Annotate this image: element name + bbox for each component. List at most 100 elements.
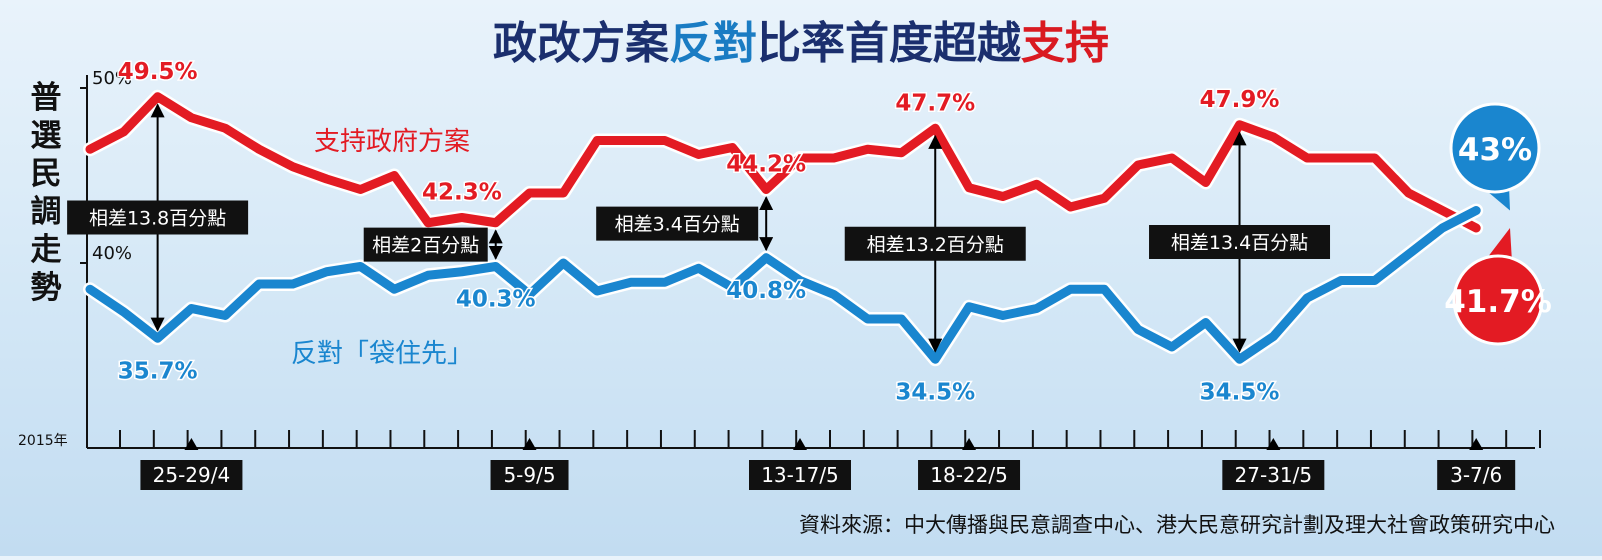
data-point — [1305, 156, 1309, 160]
data-point — [1068, 205, 1072, 209]
data-point — [798, 279, 802, 282]
x-label-marker — [1266, 438, 1281, 450]
gap-label: 相差2百分點 — [372, 235, 479, 257]
data-point — [358, 188, 362, 191]
data-point — [832, 156, 836, 160]
data-point — [697, 266, 701, 270]
data-point — [358, 265, 362, 268]
data-point — [595, 289, 599, 293]
x-tick-label: 3-7/6 — [1450, 463, 1502, 487]
data-point — [561, 191, 565, 195]
data-point — [629, 280, 633, 284]
data-point — [1373, 279, 1377, 282]
data-point — [967, 305, 971, 309]
data-point — [88, 147, 92, 151]
y-axis-label: 普選民調走勢 — [31, 80, 62, 306]
x-tick-label: 5-9/5 — [503, 463, 555, 487]
data-point — [426, 273, 430, 277]
end-bubble-pointer — [1484, 228, 1512, 262]
value-label: 35.7% — [118, 358, 198, 384]
value-label: 47.7% — [895, 90, 975, 116]
data-point — [866, 317, 870, 321]
y-axis-label-char: 走 — [31, 232, 62, 268]
data-point — [1474, 226, 1478, 230]
data-point — [1238, 123, 1242, 127]
value-label: 34.5% — [895, 379, 975, 405]
x-label-box — [1437, 460, 1516, 490]
data-point — [325, 177, 329, 181]
data-point — [291, 165, 295, 169]
series-line-0 — [85, 92, 1481, 233]
data-point — [1271, 335, 1275, 338]
data-point — [189, 307, 193, 310]
x-label-marker — [793, 438, 807, 450]
data-point — [1170, 156, 1174, 160]
data-point — [1238, 357, 1242, 361]
data-point — [697, 153, 701, 156]
data-point — [426, 221, 430, 225]
data-point — [561, 261, 565, 265]
title-part: 比率首度超越 — [757, 18, 1022, 69]
data-point — [122, 310, 126, 314]
data-point — [325, 270, 329, 274]
end-bubble — [1452, 254, 1544, 346]
data-point — [730, 146, 734, 149]
data-point — [257, 147, 261, 151]
data-point — [663, 280, 667, 284]
y-axis-label-char: 普 — [31, 80, 62, 116]
data-point — [730, 286, 734, 289]
data-point — [189, 116, 193, 120]
data-point — [1440, 209, 1444, 212]
y-tick-label: 40% — [92, 243, 132, 264]
data-point — [156, 95, 160, 99]
x-tick-label: 13-17/5 — [761, 463, 839, 487]
data-point — [1339, 156, 1343, 160]
data-point — [223, 126, 227, 130]
series-label: 反對「袋住先」 — [291, 339, 473, 369]
title-part: 反對 — [669, 18, 757, 69]
data-point — [528, 191, 532, 195]
value-label: 42.3% — [422, 180, 502, 206]
data-point — [1068, 287, 1072, 291]
series-line-1 — [85, 206, 1481, 364]
x-label-box — [140, 460, 243, 490]
data-point — [223, 314, 227, 317]
data-point — [460, 216, 464, 219]
value-label: 47.9% — [1200, 87, 1280, 113]
gap-label: 相差13.4百分點 — [1171, 232, 1308, 254]
data-point — [1136, 163, 1140, 167]
gap-label: 相差13.2百分點 — [867, 234, 1004, 256]
data-point — [1305, 296, 1309, 300]
data-point — [1373, 156, 1377, 160]
x-tick-label: 27-31/5 — [1235, 463, 1313, 487]
x-tick-label: 25-29/4 — [153, 463, 231, 487]
gap-label: 相差3.4百分點 — [615, 214, 740, 236]
data-point — [764, 188, 768, 191]
series-label: 支持政府方案 — [314, 127, 470, 157]
end-value-label: 43% — [1458, 132, 1532, 168]
y-tick-label: 50% — [92, 68, 132, 89]
source-note: 資料來源：中大傳播與民意調查中心、港大民意研究計劃及理大社會政策研究中心 — [799, 513, 1555, 537]
data-point — [291, 282, 295, 286]
year-label: 2015年 — [18, 433, 68, 449]
title-part: 支持 — [1021, 18, 1109, 69]
x-label-box — [918, 460, 1021, 490]
data-point — [156, 336, 160, 340]
data-point — [1102, 196, 1106, 200]
gap-label: 相差13.8百分點 — [89, 208, 226, 230]
x-label-box — [1222, 460, 1325, 490]
data-point — [595, 139, 599, 142]
data-point — [1339, 279, 1343, 282]
data-point — [798, 156, 802, 160]
chart-title: 政改方案反對比率首度超越支持 — [493, 18, 1109, 69]
x-label-marker — [184, 438, 199, 450]
data-point — [88, 287, 92, 291]
x-tick-label: 18-22/5 — [930, 463, 1008, 487]
data-point — [832, 293, 836, 296]
x-label-marker — [1469, 438, 1484, 450]
x-label-box — [749, 460, 851, 490]
data-point — [460, 270, 464, 274]
y-axis-label-char: 民 — [31, 156, 62, 192]
